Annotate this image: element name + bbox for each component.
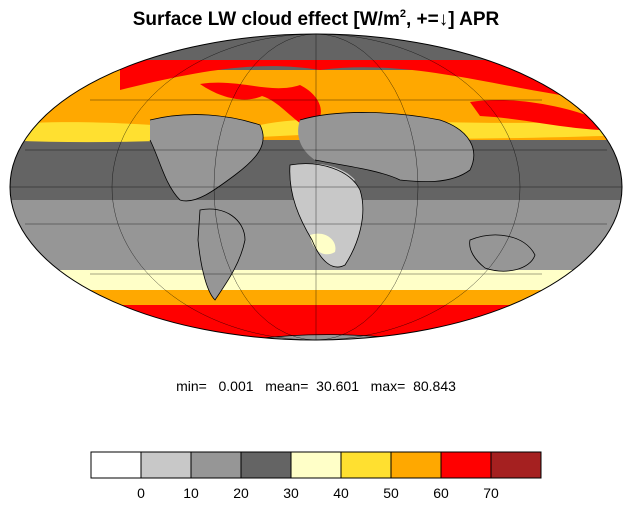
colorbar-box (440, 451, 492, 479)
southern-dark-red (300, 343, 380, 360)
africa (289, 163, 363, 268)
colorbar-label: 10 (183, 485, 199, 501)
north-america (150, 114, 264, 201)
colorbar-box (240, 451, 292, 479)
plot-title: Surface LW cloud effect [W/m2, +=↓] APR (0, 8, 632, 31)
meridian-60 (213, 34, 419, 340)
colorbar-box (490, 451, 542, 479)
colorbar-box (390, 451, 442, 479)
north-atlantic-red (470, 100, 600, 130)
map-border (9, 33, 623, 341)
eurasia (298, 112, 474, 182)
colorbar-box (90, 451, 142, 479)
title-prefix: Surface LW cloud effect [W/m (132, 9, 400, 30)
title-suffix: , +=↓] APR (405, 9, 500, 30)
sahara (295, 163, 355, 190)
colorbar-box (190, 451, 242, 479)
meridian-120 (111, 34, 521, 340)
south-america-coast (197, 208, 246, 301)
colorbar-box (290, 451, 342, 479)
arctic-red (120, 60, 560, 95)
eurasia-coast (299, 112, 475, 183)
colorbar-label: 60 (433, 485, 449, 501)
australia-coast (469, 234, 536, 272)
world-map (9, 33, 623, 360)
colorbar-label: 20 (233, 485, 249, 501)
colorbar-label: 70 (483, 485, 499, 501)
colorbar-label: 50 (383, 485, 399, 501)
australia (469, 235, 535, 272)
antarctica-coast (219, 334, 441, 340)
antarctic-gray (220, 334, 440, 340)
south-america (198, 209, 245, 300)
colorbar-label: 30 (283, 485, 299, 501)
stats-line: min= 0.001 mean= 30.601 max= 80.843 (176, 378, 456, 394)
colorbar: 0 10 20 30 40 50 60 70 (90, 451, 542, 501)
north-america-coast (149, 114, 264, 202)
title-exponent: 2 (399, 8, 406, 20)
north-pacific-red (200, 82, 321, 130)
colorbar-label: 0 (137, 485, 145, 501)
graticule (10, 34, 622, 340)
colorbar-box (140, 451, 192, 479)
colorbar-label: 40 (333, 485, 349, 501)
africa-coast (289, 163, 364, 268)
colorbar-box (340, 451, 392, 479)
